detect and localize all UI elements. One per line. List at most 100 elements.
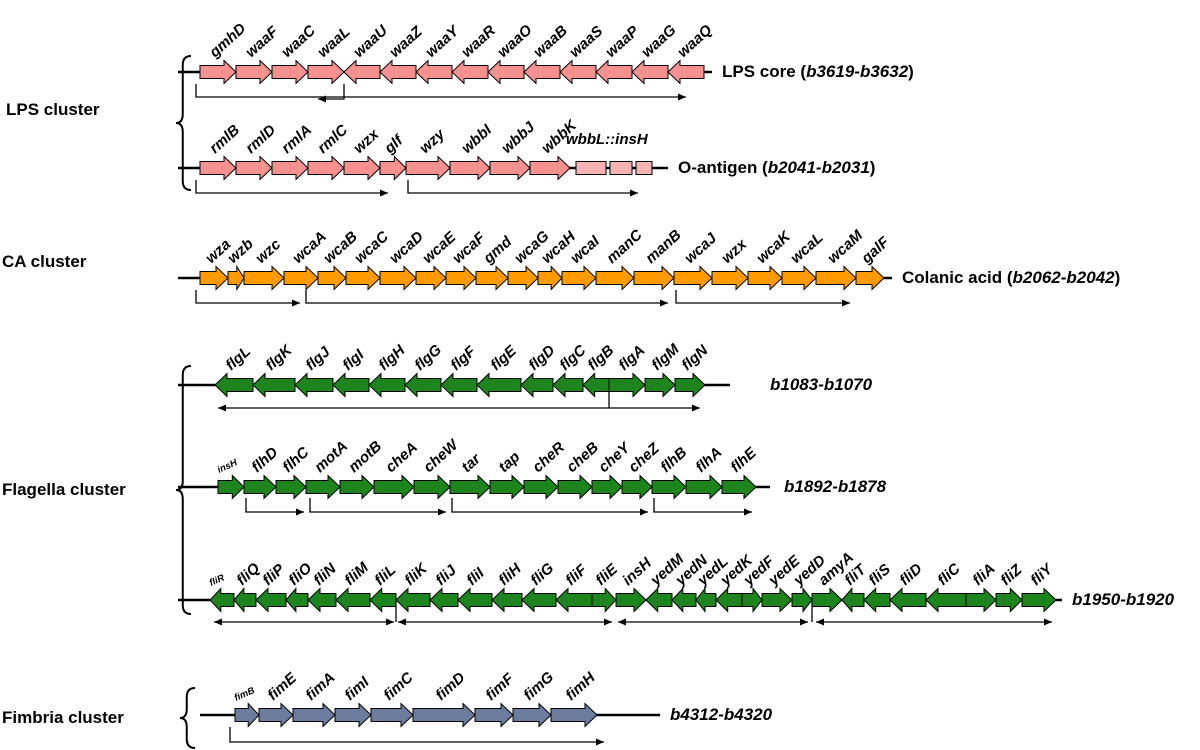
gene-fliZ-arrow	[995, 587, 1023, 613]
transcript-arrowhead	[398, 618, 406, 626]
gene-flgN-label: flgN	[678, 341, 712, 374]
gene-yedF-arrow	[741, 587, 763, 613]
row-fim: fimB fimE fimA fimI fimC fimD fimF fimG fimH	[200, 668, 660, 746]
transcript-line	[318, 84, 345, 100]
disrupted-gene-box	[575, 161, 607, 175]
gene-fliD-label: fliD	[896, 560, 925, 589]
gene-manB-arrow	[633, 265, 675, 291]
transcript-line	[245, 498, 304, 513]
annotation-o-antigen: wbbL::insH	[566, 131, 649, 148]
gene-fliO-arrow	[285, 587, 309, 613]
gene-flhC-label: flhC	[279, 443, 313, 476]
gene-flgC-label: flgC	[556, 341, 590, 374]
gene-fliA-arrow	[965, 587, 997, 613]
gene-fimF-label: fimF	[482, 670, 518, 704]
gene-cheW-label: cheW	[420, 435, 462, 476]
gene-wcaD-label: wcaD	[386, 228, 427, 267]
gene-fliY-arrow	[1021, 587, 1057, 613]
gene-fliF-arrow	[555, 587, 593, 613]
brace-lps	[175, 55, 192, 191]
gene-cheB-label: cheB	[563, 439, 602, 476]
gene-flgA-label: flgA	[615, 342, 648, 374]
gene-waaC-label: waaC	[278, 21, 319, 61]
gene-tar-arrow	[449, 474, 491, 500]
gene-motA-label: motA	[311, 438, 351, 476]
gene-wzy-arrow	[405, 155, 451, 181]
gene-fliR-label: fliR	[208, 572, 227, 588]
gene-yedM-arrow	[645, 587, 673, 613]
gene-flgI-label: flgI	[339, 346, 368, 374]
gene-flhB-label: flhB	[657, 444, 690, 476]
transcript-arrowhead	[692, 404, 700, 412]
row-label-segment: b2062-b2042	[1012, 268, 1115, 287]
row-label-segment: O-antigen (	[678, 158, 768, 177]
gene-flgF-label: flgF	[447, 342, 479, 374]
gene-insH-arrow	[217, 474, 245, 500]
gene-glf-label: glf	[381, 131, 408, 158]
gene-tap-arrow	[489, 474, 525, 500]
transcript-arrowhead	[438, 508, 446, 516]
transcript-arrowhead	[842, 299, 850, 307]
gene-gmhD-arrow	[199, 59, 237, 85]
transcript-arrowhead	[816, 618, 824, 626]
gene-wzc-arrow	[243, 265, 285, 291]
gene-motB-arrow	[339, 474, 375, 500]
gene-fliO-label: fliO	[285, 559, 315, 589]
gene-fliM-label: fliM	[341, 559, 372, 589]
row-label-segment: b1083-b1070	[770, 375, 873, 394]
gene-flgB-arrow	[582, 372, 610, 398]
row-label-lps-core: LPS core (b3619-b3632)	[722, 61, 914, 83]
row-label-segment: b1950-b1920	[1072, 590, 1175, 609]
gene-wcaE-label: wcaE	[419, 228, 460, 267]
gene-fimB-arrow	[234, 702, 260, 728]
gene-wbbJ-arrow	[489, 155, 531, 181]
gene-waaU-label: waaU	[350, 21, 391, 61]
gene-rmlB-arrow	[199, 155, 237, 181]
transcript-line	[309, 498, 446, 513]
gene-wcaJ-arrow	[673, 265, 713, 291]
gene-gmd-label: gmd	[480, 233, 516, 268]
transcript-arrowhead	[678, 93, 686, 101]
gene-wcaL-label: wcaL	[787, 229, 826, 267]
row-lps-core: gmhDwaaFwaaCwaaLwaaUwaaZwaaYwaaRwaaOwaaB…	[178, 20, 716, 103]
gene-waaQ-arrow	[667, 59, 705, 85]
transcript-arrowhead	[386, 618, 394, 626]
row-label-colanic: Colanic acid (b2062-b2042)	[902, 267, 1120, 289]
gene-fliY-label: fliY	[1027, 559, 1057, 589]
transcript-line	[195, 180, 388, 194]
row-flg: flgL flgK flgJ flgI flgH flgG flgF flgE flgDflgC…	[178, 340, 730, 412]
gene-fimC-label: fimC	[380, 668, 417, 704]
gene-flgE-arrow	[476, 372, 522, 398]
gene-wcaF-label: wcaF	[449, 229, 489, 267]
gene-fimA-arrow	[292, 702, 336, 728]
row-label-segment: b2041-b2031	[767, 158, 870, 177]
gene-flgM-arrow	[644, 372, 676, 398]
brace-fimbria	[179, 687, 196, 749]
gene-rmlA-arrow	[271, 155, 309, 181]
gene-wcaA-label: wcaA	[289, 228, 329, 267]
gene-waaL-arrow	[307, 59, 345, 85]
gene-fliE-arrow	[591, 587, 617, 613]
transcript-arrowhead	[604, 618, 612, 626]
transcript-arrowhead	[296, 508, 304, 516]
gene-fliC-label: fliC	[934, 559, 964, 589]
gene-fliE-label: fliE	[592, 560, 621, 589]
gene-fimH-arrow	[550, 702, 598, 728]
gene-rmlB-label: rmlB	[206, 121, 243, 157]
gene-tar-label: tar	[458, 450, 484, 476]
gene-flgD-label: flgD	[525, 342, 558, 374]
row-o-antigen: rmlB rmlD rmlA rmlC wzx glf wzy wbbI wbbJ wbbKwbb…	[178, 116, 668, 197]
gene-cheZ-label: cheZ	[625, 439, 663, 476]
gene-waaY-label: waaY	[422, 21, 463, 61]
gene-flgF-arrow	[440, 372, 478, 398]
gene-fliQ-label: fliQ	[233, 559, 263, 589]
row-label-flg: b1083-b1070	[770, 374, 872, 396]
gene-fimG-arrow	[512, 702, 552, 728]
gene-fliN-label: fliN	[310, 559, 340, 589]
gene-waaB-label: waaB	[530, 22, 571, 61]
gene-waaF-label: waaF	[242, 23, 282, 61]
gene-wbbK-arrow	[529, 155, 571, 181]
gene-fliF-label: fliF	[562, 561, 591, 589]
gene-cheB-arrow	[557, 474, 593, 500]
